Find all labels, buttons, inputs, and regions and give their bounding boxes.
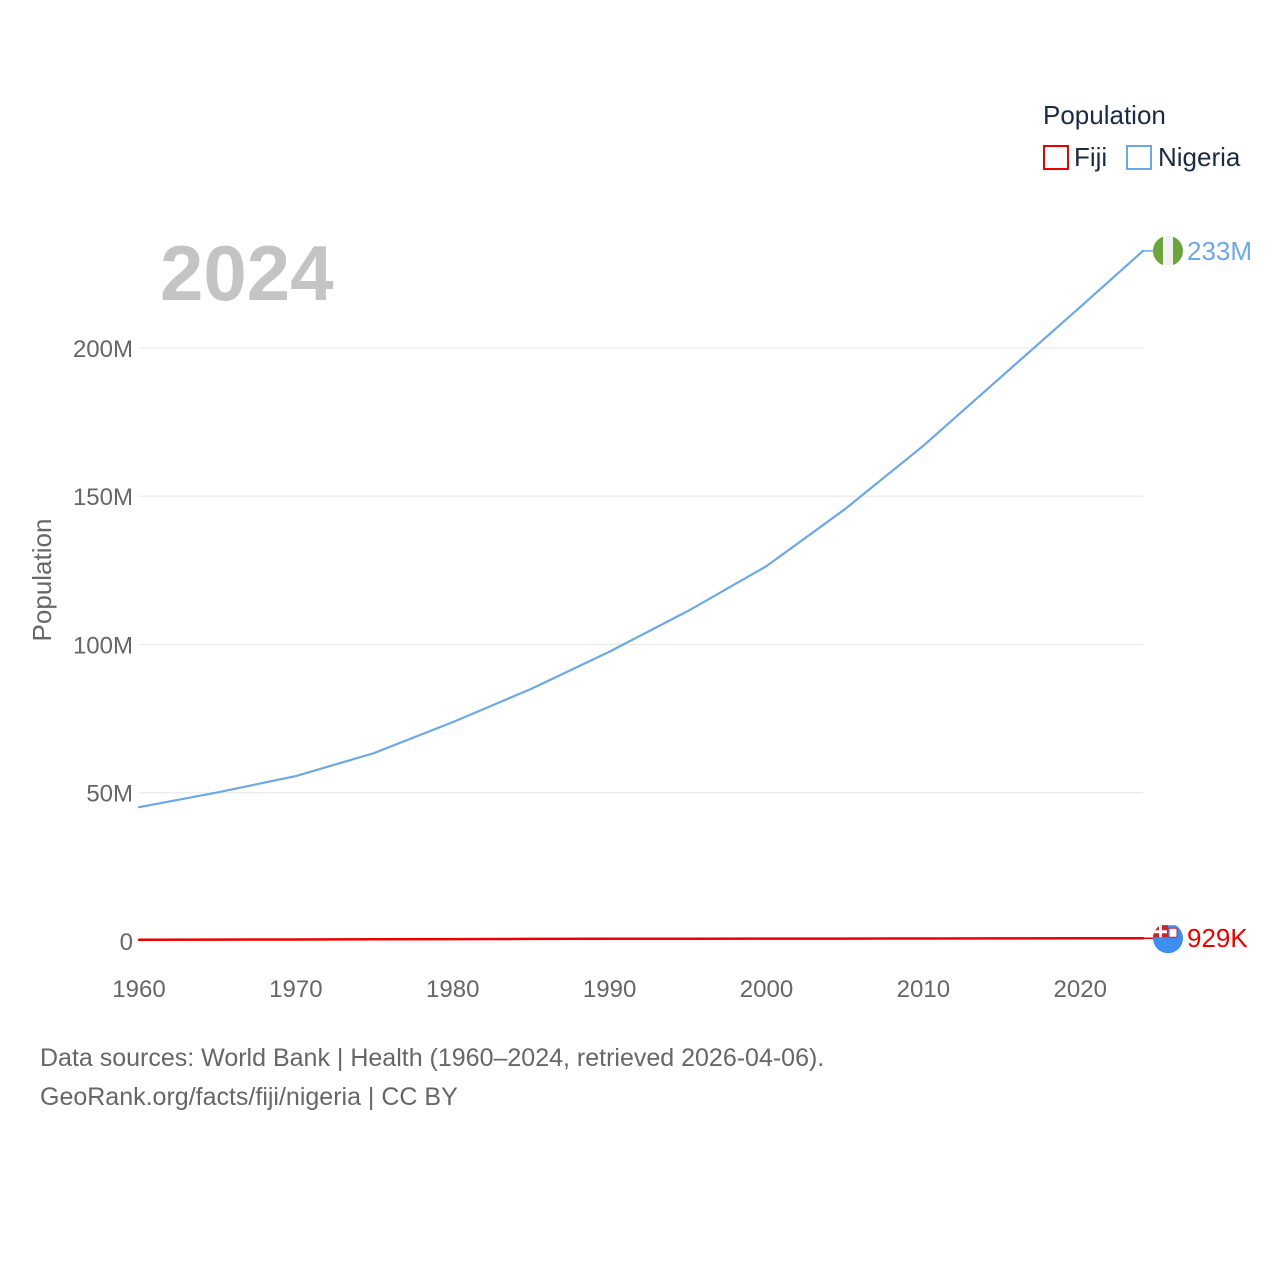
x-tick-label: 2000 [740, 976, 793, 1003]
legend-swatch-fiji [1043, 145, 1069, 170]
y-tick-label: 200M [73, 336, 133, 363]
end-label-nigeria: 233M [1187, 236, 1252, 266]
series-line-fiji[interactable] [137, 936, 1145, 942]
y-tick-label: 150M [73, 484, 133, 511]
fiji-flag-icon [1153, 925, 1183, 954]
series-lines [137, 249, 1145, 942]
legend-item-nigeria[interactable]: Nigeria [1126, 142, 1241, 172]
data-source-text: Data sources: World Bank | Health (1960–… [40, 1044, 825, 1072]
end-label-fiji: 929K [1187, 923, 1248, 953]
y-tick-label: 0 [120, 929, 133, 956]
x-tick-label: 1960 [112, 976, 165, 1003]
x-tick-label: 1980 [426, 976, 479, 1003]
x-tick-label: 1990 [583, 976, 636, 1003]
series-line-nigeria[interactable] [137, 249, 1145, 809]
series-end-labels: 233M 929K [1143, 235, 1252, 954]
population-chart: 0 50M 100M 150M 200M 1960 1970 1980 1990 2000 201… [27, 100, 1252, 1003]
legend: Population Fiji Nigeria [1043, 100, 1241, 172]
legend-label-nigeria: Nigeria [1158, 142, 1241, 172]
grid-lines [139, 347, 1143, 794]
x-axis-tick-labels: 1960 1970 1980 1990 2000 2010 2020 [112, 976, 1107, 1003]
legend-swatch-nigeria [1126, 145, 1152, 170]
x-tick-label: 2020 [1054, 976, 1107, 1003]
legend-item-fiji[interactable]: Fiji [1043, 142, 1107, 172]
y-tick-label: 50M [86, 781, 133, 808]
x-tick-label: 1970 [269, 976, 322, 1003]
year-label: 2024 [160, 229, 334, 317]
y-tick-label: 100M [73, 632, 133, 659]
y-axis-title: Population [27, 519, 57, 642]
legend-title: Population [1043, 100, 1166, 130]
nigeria-flag-icon [1153, 235, 1183, 266]
x-tick-label: 2010 [897, 976, 950, 1003]
source-url-text: GeoRank.org/facts/fiji/nigeria | CC BY [40, 1083, 458, 1111]
y-axis-tick-labels: 0 50M 100M 150M 200M [73, 336, 133, 956]
legend-label-fiji: Fiji [1074, 142, 1107, 172]
